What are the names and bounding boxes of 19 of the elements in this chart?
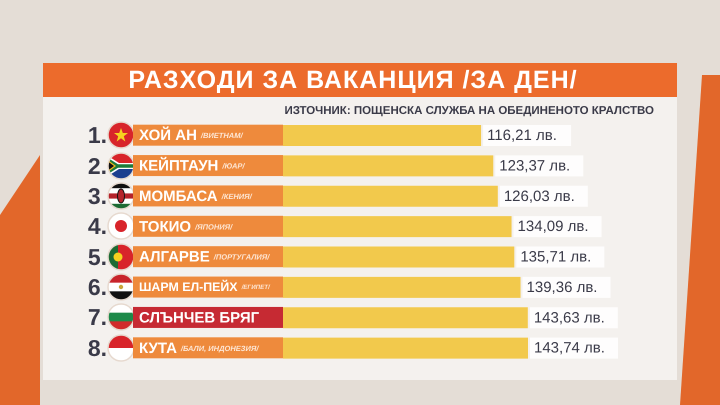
data-label: 126,03 лв. xyxy=(504,188,575,205)
text: 7. xyxy=(88,304,107,330)
data-label: 143,63 лв. xyxy=(534,309,605,326)
data-label: 123,37 лв. xyxy=(499,157,570,174)
data-label: 116,21 лв. xyxy=(487,127,557,144)
text: 5. xyxy=(88,244,107,270)
text: 4. xyxy=(88,213,107,240)
data-label: 143,74 лв. xyxy=(534,340,605,357)
data-label: 134,09 лв. xyxy=(518,218,588,236)
text: 1. xyxy=(88,122,107,148)
text: 8. xyxy=(88,334,107,361)
text: 6. xyxy=(88,274,107,300)
y-tick-label: СЛЪНЧЕВ БРЯГ xyxy=(139,308,260,326)
data-label: 139,36 лв. xyxy=(526,278,598,296)
data-label: 135,71 лв. xyxy=(520,248,592,266)
text: 2. xyxy=(88,152,107,179)
chart-title: РАЗХОДИ ЗА ВАКАНЦИЯ /ЗА ДЕН/ xyxy=(128,66,578,94)
text: 3. xyxy=(88,182,107,209)
text: ИЗТОЧНИК: ПОЩЕНСКА СЛУЖБА НА ОБЕДИНЕНОТО КРАЛСТВО xyxy=(284,105,654,117)
